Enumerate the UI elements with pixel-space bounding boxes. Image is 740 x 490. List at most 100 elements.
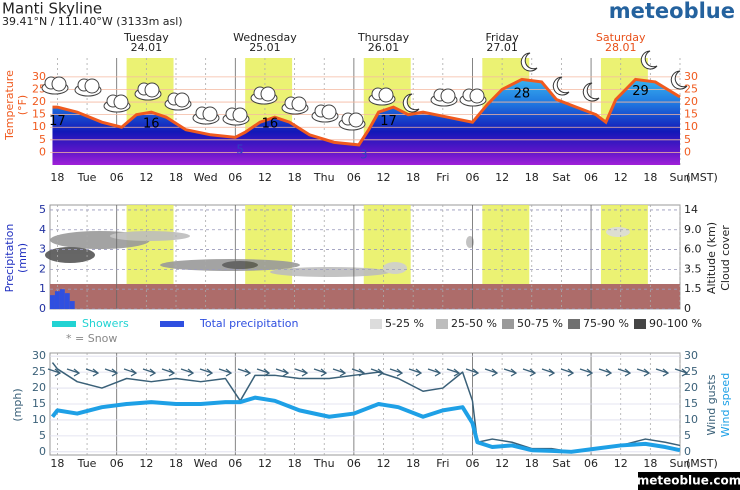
y-tick-label-right: 5 xyxy=(684,133,691,146)
x-tick-label: 12 xyxy=(377,171,391,184)
y-tick-label: 15 xyxy=(32,108,46,121)
precip-bar xyxy=(64,293,70,309)
y-tick-label: 10 xyxy=(32,413,46,426)
footer-box xyxy=(638,472,740,490)
wind-arrow xyxy=(503,368,518,377)
weather-icon xyxy=(430,88,458,107)
cloud-label: 75-90 % xyxy=(583,317,629,330)
x-tick-label: 18 xyxy=(525,171,539,184)
x-tick-label: 06 xyxy=(584,171,598,184)
min-label: 5 xyxy=(236,142,244,156)
y2-axis-label: Altitude (km) xyxy=(705,222,718,294)
wind-arrow xyxy=(408,368,423,377)
y-tick-label-right: 5 xyxy=(684,429,691,442)
precip-bar xyxy=(69,301,75,309)
x-tick-label: 18 xyxy=(643,457,657,470)
x-tick-label: 18 xyxy=(50,457,64,470)
series-label: Wind speed xyxy=(719,373,732,437)
x-tick-label: Sun xyxy=(670,457,691,470)
temperature-area xyxy=(52,79,681,165)
wind-line xyxy=(50,395,681,454)
day-date: 26.01 xyxy=(368,41,400,54)
legend-swatch xyxy=(160,321,184,327)
precip-bar xyxy=(59,289,65,309)
wind-arrow xyxy=(351,368,366,377)
weather-icon xyxy=(250,86,278,105)
footer: meteoblue.com xyxy=(637,474,740,488)
temperature-line xyxy=(52,77,681,147)
max-label: 29 xyxy=(632,84,649,99)
weather-icon xyxy=(640,50,658,70)
wind-arrow xyxy=(218,368,233,377)
y-tick-label-right: 25 xyxy=(684,365,698,378)
wind-arrow xyxy=(256,368,271,377)
weather-icon xyxy=(222,107,250,126)
cloud-label: 90-100 % xyxy=(649,317,702,330)
y-tick-label: 2 xyxy=(39,262,46,275)
y-tick-label-right: 30 xyxy=(684,70,698,83)
x-tick-label: 18 xyxy=(406,457,420,470)
day-date: 27.01 xyxy=(486,41,518,54)
y-tick-label: 1 xyxy=(39,282,46,295)
x-tick-label: 18 xyxy=(525,457,539,470)
wind-arrow xyxy=(161,368,176,377)
wind-arrow xyxy=(617,368,632,377)
y-axis-label: Precipitation xyxy=(3,224,16,293)
y-tick-label: 30 xyxy=(32,70,46,83)
weather-icon xyxy=(41,76,69,95)
y-tick-label: 0 xyxy=(39,302,46,315)
x-tick-label: 06 xyxy=(347,171,361,184)
cloud-label: 50-75 % xyxy=(517,317,563,330)
location: 39.41°N / 111.40°W (3133m asl) xyxy=(2,15,183,28)
x-tick-label: Fri xyxy=(436,457,449,470)
x-tick-label: 06 xyxy=(228,171,242,184)
wind-arrow xyxy=(484,368,499,377)
wind-arrow xyxy=(541,368,556,377)
y-tick-label-right: 10 xyxy=(684,413,698,426)
y-tick-label-right: 0 xyxy=(684,145,691,158)
wind-arrow xyxy=(636,368,651,377)
snow-note: * = Snow xyxy=(66,332,117,345)
weather-icon xyxy=(311,104,339,123)
y-axis-label: (mph) xyxy=(11,388,24,421)
legend-swatch xyxy=(52,321,76,327)
weather-icon xyxy=(459,88,487,107)
wind-arrow xyxy=(655,368,670,377)
weather-icon xyxy=(192,106,220,125)
weather-icon xyxy=(164,92,192,111)
y-tick-label-right: 20 xyxy=(684,95,698,108)
x-tick-label: Thu xyxy=(313,457,335,470)
series-label: Wind gusts xyxy=(705,374,718,435)
x-tick-label: 18 xyxy=(288,171,302,184)
wind-arrow xyxy=(142,368,157,377)
weather-icon xyxy=(402,93,420,113)
wind-arrow xyxy=(674,368,689,377)
wind-arrow xyxy=(579,368,594,377)
y-tick-label: 15 xyxy=(32,397,46,410)
day-name: Tuesday xyxy=(123,31,169,44)
y-tick-label: 0 xyxy=(39,145,46,158)
wind-arrow xyxy=(446,368,461,377)
y2-tick-label: 14 xyxy=(684,203,698,216)
weather-icon xyxy=(103,94,131,113)
x-tick-label: 06 xyxy=(465,171,479,184)
day-name: Wednesday xyxy=(233,31,297,44)
wind-arrow xyxy=(370,368,385,377)
x-tick-label: 18 xyxy=(406,171,420,184)
day-name: Saturday xyxy=(596,31,646,44)
max-label: 17 xyxy=(49,114,66,129)
title: Manti Skyline xyxy=(2,0,102,18)
y2-tick-label: 9.0 xyxy=(684,223,702,236)
legend-label: Showers xyxy=(82,317,129,330)
x-tick-label: Thu xyxy=(313,171,335,184)
x-tick-label: 12 xyxy=(495,457,509,470)
y-tick-label: 3 xyxy=(39,243,46,256)
x-axis-unit: (MST) xyxy=(686,171,718,184)
precip-bar xyxy=(54,291,60,309)
y-tick-label: 4 xyxy=(39,223,46,236)
day-name: Friday xyxy=(485,31,519,44)
weather-icon xyxy=(74,78,102,97)
logo: meteoblue xyxy=(609,0,735,23)
wind-arrow xyxy=(104,368,119,377)
y-tick-label: 10 xyxy=(32,120,46,133)
